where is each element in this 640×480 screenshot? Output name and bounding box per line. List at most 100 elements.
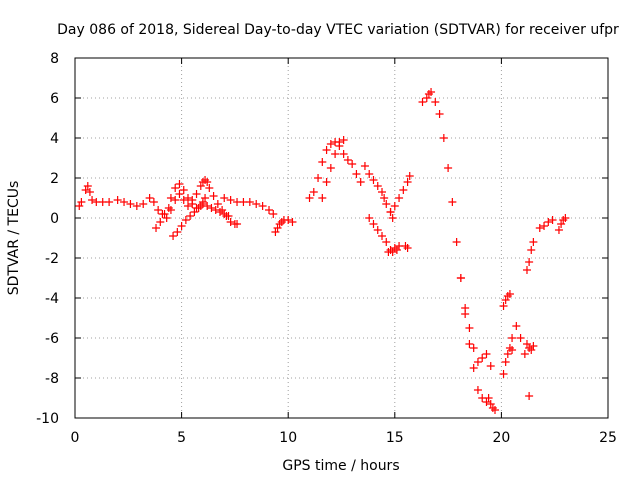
data-point <box>190 208 199 216</box>
data-point <box>427 88 436 96</box>
data-point <box>395 194 404 202</box>
data-point <box>181 216 190 224</box>
x-tick-label: 15 <box>386 430 404 446</box>
data-point <box>173 228 182 236</box>
data-point <box>81 186 90 194</box>
data-point <box>188 200 197 208</box>
data-point <box>382 238 391 246</box>
data-point <box>120 198 129 206</box>
data-point <box>245 198 254 206</box>
data-point <box>179 186 188 194</box>
data-point <box>169 232 178 240</box>
data-point <box>322 146 331 154</box>
x-axis-label: GPS time / hours <box>282 458 399 474</box>
data-point <box>201 194 210 202</box>
data-point <box>520 350 529 358</box>
data-point <box>215 208 224 216</box>
data-point <box>392 246 401 254</box>
data-point <box>465 340 474 348</box>
y-tick-label: 0 <box>50 211 59 227</box>
data-point <box>422 94 431 102</box>
y-tick-label: -4 <box>45 291 59 307</box>
y-axis-label: SDTVAR / TECUs <box>6 181 22 296</box>
data-point <box>401 242 410 250</box>
data-point <box>154 206 163 214</box>
data-point <box>132 202 141 210</box>
series-track-7b <box>401 242 412 252</box>
data-point <box>171 196 180 204</box>
data-point <box>529 238 538 246</box>
data-point <box>535 224 544 232</box>
y-tick-label: -6 <box>45 331 59 347</box>
data-point <box>373 182 382 190</box>
data-point <box>439 134 448 142</box>
data-point <box>126 200 135 208</box>
data-point <box>373 226 382 234</box>
data-point <box>482 350 491 358</box>
data-point <box>508 346 517 354</box>
series-track-12 <box>499 344 517 378</box>
data-point <box>343 156 352 164</box>
data-point <box>348 160 357 168</box>
data-point <box>559 216 568 224</box>
data-point <box>380 194 389 202</box>
data-point <box>164 204 173 212</box>
data-point <box>386 208 395 216</box>
data-point <box>444 164 453 172</box>
data-point <box>288 218 297 226</box>
data-point <box>186 212 195 220</box>
data-point <box>499 302 508 310</box>
data-point <box>390 244 399 252</box>
series-track-13 <box>499 290 514 310</box>
y-tick-label: -2 <box>45 251 59 267</box>
data-point <box>544 218 553 226</box>
data-point <box>505 290 514 298</box>
y-tick-label: 4 <box>50 131 59 147</box>
data-point <box>388 214 397 222</box>
data-point <box>505 344 514 352</box>
data-point <box>469 364 478 372</box>
data-point <box>369 176 378 184</box>
series-track-17 <box>535 216 557 232</box>
data-point <box>175 190 184 198</box>
chart-title: Day 086 of 2018, Sidereal Day-to-day VTE… <box>57 22 619 38</box>
data-point <box>258 202 267 210</box>
data-point <box>192 190 201 198</box>
data-point <box>465 324 474 332</box>
data-point <box>378 232 387 240</box>
series-track-15 <box>522 340 538 354</box>
data-point <box>305 194 314 202</box>
data-point <box>326 140 335 148</box>
data-point <box>192 204 201 212</box>
data-point <box>309 188 318 196</box>
data-point <box>139 200 148 208</box>
data-point <box>488 404 497 412</box>
series-track-2 <box>220 194 278 218</box>
data-point <box>452 238 461 246</box>
data-point <box>88 196 97 204</box>
series-track-7a <box>384 242 404 256</box>
data-point <box>339 136 348 144</box>
data-point <box>554 226 563 234</box>
data-point <box>275 220 284 228</box>
data-point <box>431 98 440 106</box>
data-point <box>503 350 512 358</box>
data-point <box>211 206 220 214</box>
data-point <box>160 210 169 218</box>
data-point <box>196 182 205 190</box>
data-point <box>220 194 229 202</box>
data-point <box>318 194 327 202</box>
data-point <box>403 178 412 186</box>
data-point <box>478 354 487 362</box>
data-point <box>233 220 242 228</box>
series-track-1c <box>166 180 210 212</box>
data-point <box>540 222 549 230</box>
data-point <box>331 150 340 158</box>
data-point <box>213 200 222 208</box>
data-point <box>335 138 344 146</box>
data-point <box>456 274 465 282</box>
axis-ticks: 0 5 10 15 20 25 -10 -8 -6 -4 -2 0 2 4 6 8 <box>36 51 617 446</box>
data-point <box>522 266 531 274</box>
data-points <box>75 88 570 414</box>
